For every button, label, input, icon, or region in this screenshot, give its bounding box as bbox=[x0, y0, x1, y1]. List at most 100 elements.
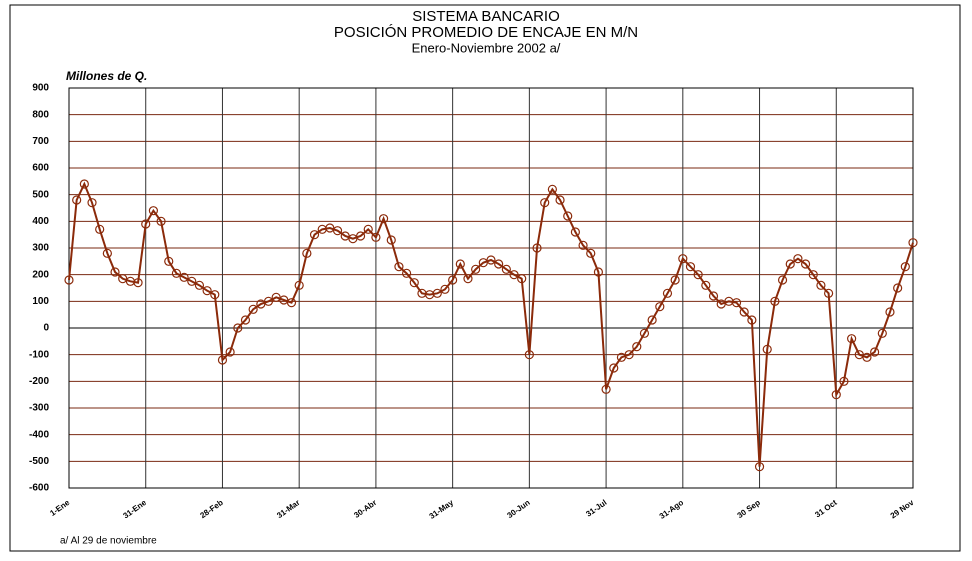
marker bbox=[524, 350, 534, 360]
marker bbox=[386, 235, 396, 245]
marker bbox=[785, 259, 795, 269]
marker bbox=[171, 268, 182, 278]
chart-title: SISTEMA BANCARIO bbox=[412, 8, 560, 25]
marker bbox=[432, 288, 442, 298]
marker bbox=[217, 355, 228, 365]
marker bbox=[517, 274, 527, 284]
marker bbox=[747, 315, 757, 325]
marker bbox=[847, 334, 857, 344]
marker bbox=[862, 352, 872, 362]
marker bbox=[509, 270, 519, 280]
y-tick-label: -200 bbox=[29, 376, 49, 387]
marker bbox=[202, 286, 212, 296]
marker bbox=[194, 280, 205, 290]
marker bbox=[332, 226, 343, 236]
marker bbox=[72, 195, 82, 205]
marker bbox=[233, 323, 243, 333]
marker bbox=[609, 363, 619, 373]
marker bbox=[156, 216, 166, 226]
x-tick-label: 28-Feb bbox=[199, 498, 225, 520]
marker bbox=[133, 278, 143, 288]
marker bbox=[839, 376, 849, 386]
y-tick-label: 700 bbox=[32, 136, 49, 147]
marker bbox=[754, 462, 765, 472]
marker bbox=[647, 315, 657, 325]
x-tick-label: 31-Jul bbox=[584, 498, 608, 519]
marker bbox=[908, 238, 918, 248]
y-tick-label: -500 bbox=[29, 456, 49, 467]
marker bbox=[110, 267, 120, 277]
marker bbox=[501, 264, 511, 274]
marker bbox=[570, 227, 581, 237]
marker bbox=[678, 254, 688, 264]
x-tick-label: 31-Ago bbox=[658, 498, 685, 521]
marker bbox=[762, 344, 772, 354]
marker bbox=[363, 224, 373, 234]
marker bbox=[378, 214, 389, 224]
marker bbox=[286, 298, 297, 308]
x-tick-label: 30-Abr bbox=[352, 498, 378, 520]
marker bbox=[731, 298, 742, 308]
marker bbox=[371, 232, 381, 242]
y-tick-label: 800 bbox=[32, 109, 49, 120]
marker bbox=[693, 270, 703, 280]
marker bbox=[701, 280, 711, 290]
marker bbox=[463, 274, 473, 284]
marker bbox=[263, 296, 274, 306]
marker bbox=[309, 230, 320, 240]
marker bbox=[578, 240, 588, 250]
marker bbox=[632, 342, 642, 352]
y-axis-label: Millones de Q. bbox=[66, 69, 147, 83]
y-tick-label: -600 bbox=[29, 483, 49, 494]
y-tick-label: 500 bbox=[32, 189, 49, 200]
marker bbox=[808, 270, 818, 280]
marker bbox=[816, 280, 826, 290]
marker bbox=[831, 390, 841, 400]
marker bbox=[187, 276, 197, 286]
marker bbox=[302, 248, 312, 258]
chart-period: Enero-Noviembre 2002 a/ bbox=[412, 40, 561, 55]
series-line bbox=[68, 181, 914, 467]
marker bbox=[141, 219, 151, 229]
footnote: a/ Al 29 de noviembre bbox=[60, 536, 157, 547]
marker bbox=[540, 198, 550, 208]
marker bbox=[563, 211, 573, 221]
marker bbox=[547, 184, 557, 194]
x-tick-label: 31-May bbox=[428, 498, 456, 521]
marker bbox=[670, 275, 680, 285]
marker bbox=[210, 290, 220, 300]
marker bbox=[655, 302, 665, 312]
x-tick-label: 30-Jun bbox=[505, 498, 531, 520]
marker bbox=[708, 291, 719, 301]
marker bbox=[800, 259, 811, 269]
marker bbox=[823, 288, 834, 298]
marker bbox=[102, 248, 112, 258]
marker bbox=[494, 259, 504, 269]
marker bbox=[662, 288, 673, 298]
marker bbox=[87, 198, 97, 208]
x-tick-label: 29 Nov bbox=[889, 498, 916, 521]
frame bbox=[9, 4, 961, 552]
y-tick-label: 100 bbox=[32, 296, 49, 307]
marker bbox=[486, 255, 496, 265]
marker bbox=[900, 262, 910, 272]
marker bbox=[685, 262, 696, 272]
marker bbox=[770, 296, 780, 306]
x-tick-label: 31-Ene bbox=[121, 498, 148, 521]
x-tick-label: 31-Mar bbox=[275, 498, 301, 520]
marker bbox=[164, 256, 174, 266]
x-tick-label: 30 Sep bbox=[736, 498, 762, 520]
marker bbox=[409, 278, 419, 288]
marker bbox=[95, 224, 105, 234]
marker bbox=[885, 307, 895, 317]
marker bbox=[639, 328, 650, 338]
marker bbox=[394, 262, 404, 272]
marker bbox=[555, 195, 565, 205]
marker bbox=[893, 283, 903, 293]
marker bbox=[793, 254, 803, 264]
marker bbox=[593, 267, 604, 277]
y-tick-label: 200 bbox=[32, 269, 49, 280]
marker bbox=[739, 307, 749, 317]
marker bbox=[64, 275, 74, 285]
marker bbox=[877, 328, 887, 338]
